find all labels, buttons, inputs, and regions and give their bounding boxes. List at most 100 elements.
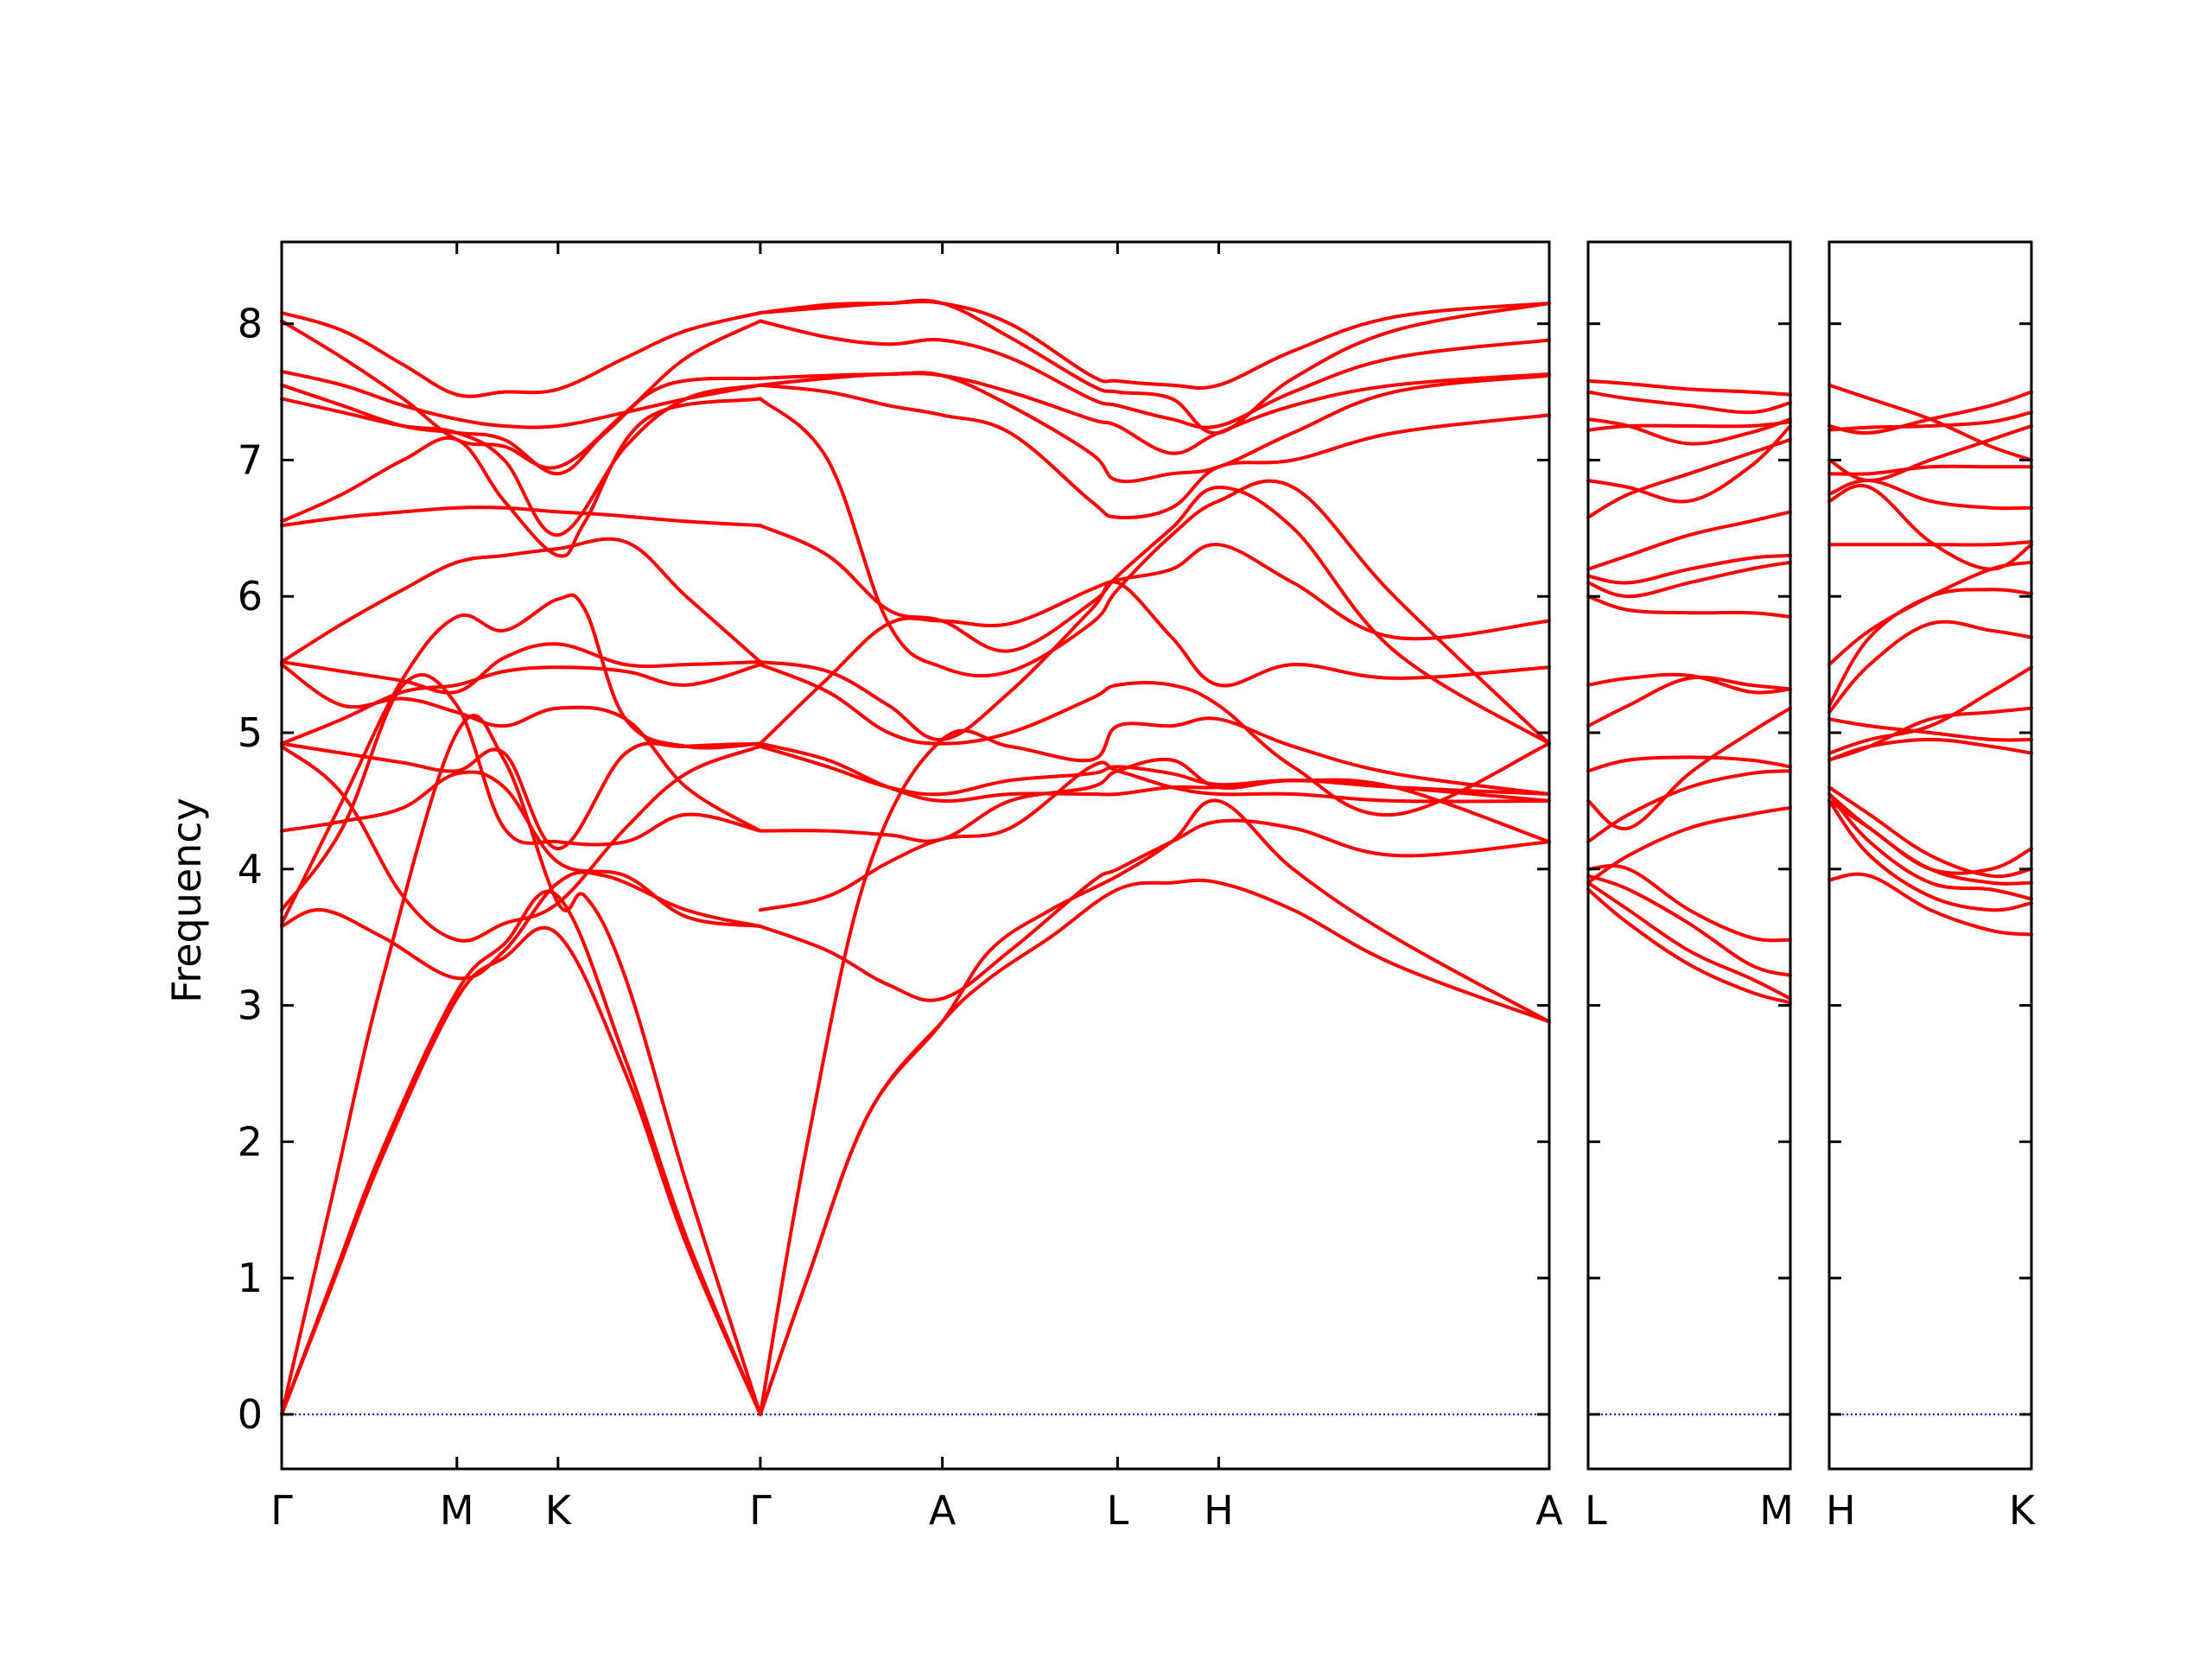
x-tick-label: Γ <box>749 1487 772 1534</box>
y-tick-label: 1 <box>238 1255 263 1301</box>
band-line <box>1586 510 1792 571</box>
band-line <box>1586 417 1792 446</box>
band-line <box>1827 798 2033 875</box>
band-line <box>280 672 762 912</box>
x-tick-label: L <box>1585 1487 1607 1534</box>
band-line <box>1586 706 1792 831</box>
band-line <box>280 376 762 476</box>
band-line <box>1827 383 2033 462</box>
band-line <box>1827 479 2033 511</box>
x-tick-label: K <box>545 1487 573 1534</box>
panel-frame <box>1827 240 2033 1471</box>
x-tick-label: M <box>1759 1487 1794 1534</box>
x-tick-label: A <box>1535 1487 1563 1534</box>
band-line <box>280 741 762 851</box>
y-tick-label: 3 <box>238 982 263 1029</box>
y-tick-label: 0 <box>238 1391 263 1438</box>
band-line <box>280 319 762 470</box>
band-line <box>1586 420 1792 432</box>
y-tick-label: 6 <box>238 573 263 620</box>
band-line <box>280 663 762 833</box>
band-line <box>1586 672 1792 695</box>
band-line <box>280 744 762 943</box>
band-line <box>758 744 1551 844</box>
x-tick-label: A <box>929 1487 957 1534</box>
band-line <box>280 889 762 1416</box>
band-line <box>1586 553 1792 585</box>
band-line <box>758 543 1551 746</box>
band-line <box>1586 864 1792 943</box>
band-line <box>1827 484 2033 571</box>
band-line <box>758 878 1551 1416</box>
band-line <box>280 870 762 981</box>
band-line <box>280 925 762 1416</box>
band-line <box>280 663 762 746</box>
panel-frame <box>1586 240 1792 1471</box>
band-line <box>280 770 762 928</box>
x-tick-label: Γ <box>270 1487 293 1534</box>
y-tick-label: 5 <box>238 709 263 756</box>
y-tick-label: 2 <box>238 1118 263 1165</box>
band-line <box>280 397 762 558</box>
band-line <box>1586 378 1792 397</box>
band-line <box>1586 887 1792 1005</box>
panel-frame <box>280 240 1551 1471</box>
band-line <box>758 298 1551 435</box>
band-line <box>280 714 762 1416</box>
band-line <box>280 642 762 695</box>
band-line <box>280 369 762 429</box>
band-line <box>1827 785 2033 879</box>
band-line <box>1586 390 1792 415</box>
band-line <box>758 486 1551 746</box>
y-tick-label: 8 <box>238 301 263 347</box>
band-line <box>758 383 1551 520</box>
band-line <box>1586 755 1792 773</box>
band-line <box>1586 594 1792 619</box>
band-line <box>758 397 1551 746</box>
band-line <box>1586 424 1792 504</box>
band-line <box>1586 874 1792 977</box>
band-line <box>1827 717 2033 742</box>
band-line <box>1586 675 1792 728</box>
band-line <box>1827 410 2033 432</box>
x-tick-label: M <box>440 1487 474 1534</box>
band-line <box>280 505 762 528</box>
band-line <box>1827 464 2033 476</box>
band-line <box>280 537 762 664</box>
band-line <box>1827 588 2033 708</box>
band-line <box>1586 769 1792 844</box>
band-line <box>1586 880 1792 1001</box>
band-line <box>1827 706 2033 762</box>
y-tick-label: 7 <box>238 436 263 483</box>
band-line <box>280 593 762 925</box>
band-line <box>1586 437 1792 519</box>
band-line <box>758 319 1551 429</box>
band-line <box>758 300 1551 391</box>
band-line <box>280 383 762 537</box>
band-line <box>1827 872 2033 937</box>
y-axis-tick-labels: 0 1 2 3 4 5 6 7 8 <box>238 301 263 1438</box>
y-axis-label: Frequency <box>163 798 210 1003</box>
band-line <box>758 716 1551 1416</box>
band-line <box>758 663 1551 817</box>
y-tick-label: 4 <box>238 846 263 893</box>
x-tick-label: K <box>2009 1487 2037 1534</box>
band-line <box>1827 540 2033 547</box>
band-line <box>1827 792 2033 901</box>
band-line <box>1827 424 2033 483</box>
x-tick-label: H <box>1826 1487 1856 1534</box>
band-line <box>1827 665 2033 755</box>
band-line <box>280 311 762 398</box>
band-line <box>758 798 1551 1416</box>
x-tick-label: L <box>1107 1487 1129 1534</box>
band-line <box>1827 620 2033 715</box>
band-line <box>758 372 1551 455</box>
x-tick-label: H <box>1204 1487 1234 1534</box>
band-line <box>758 818 1551 1002</box>
band-line <box>1827 798 2033 912</box>
band-line <box>1586 560 1792 599</box>
